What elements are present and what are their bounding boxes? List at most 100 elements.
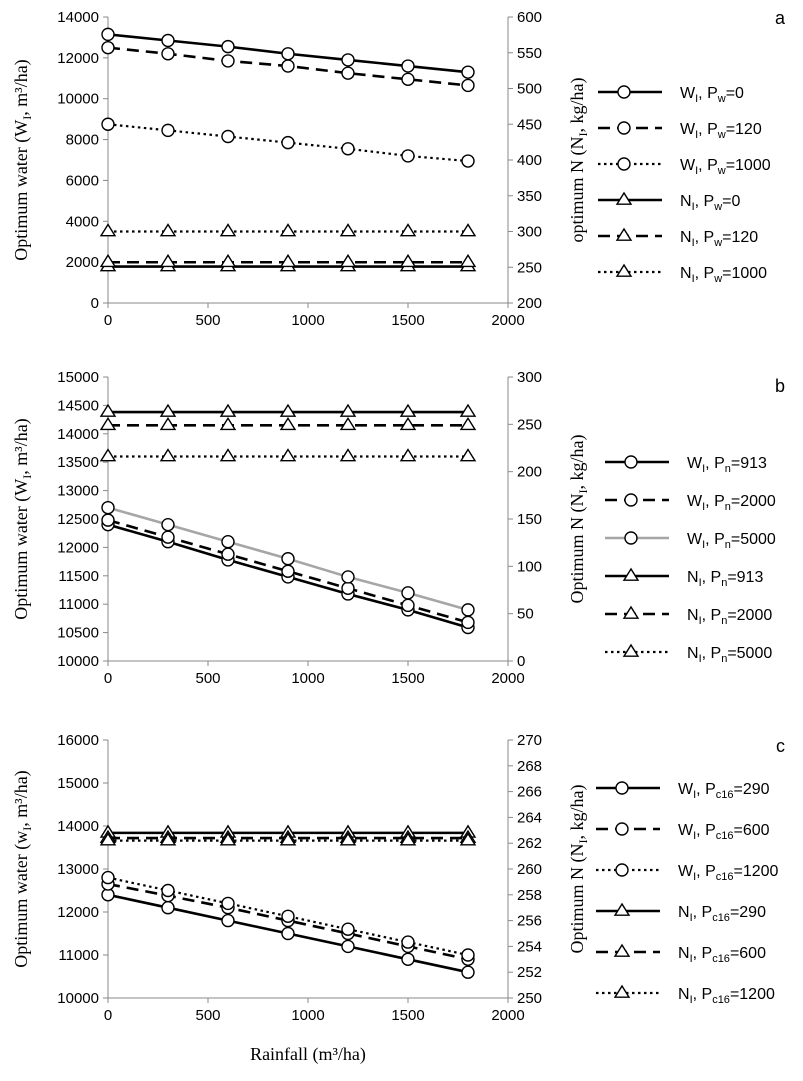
y2-tick-label: 400 — [517, 152, 542, 169]
y2-tick-label: 0 — [517, 653, 525, 670]
series-N-1200 — [99, 832, 477, 846]
label-part: I — [695, 93, 698, 105]
data-point — [219, 832, 237, 846]
data-point — [161, 901, 175, 915]
label-part: N — [680, 193, 692, 210]
data-point — [221, 54, 235, 68]
legend-entry: WI, Pc16=600 — [596, 822, 770, 842]
data-point — [219, 416, 237, 431]
y2-tick-label: 254 — [517, 938, 542, 955]
y-tick-label: 10000 — [57, 91, 99, 108]
data-point — [341, 53, 355, 67]
label-part: = — [726, 121, 735, 138]
data-point — [399, 448, 417, 462]
label-part: w — [717, 165, 726, 177]
x-tick-label: 1500 — [391, 1007, 424, 1024]
legend-entry: WI, Pn=913 — [605, 455, 767, 475]
label-part: W — [680, 157, 696, 174]
y-tick-label: 14000 — [57, 426, 99, 443]
legend-swatch-marker — [622, 643, 640, 657]
axis-title: Optimum N (NI, kg/ha) — [567, 435, 590, 604]
label-part: , P — [693, 945, 713, 962]
data-point — [221, 913, 235, 928]
label-part: Optimum water ( — [11, 137, 32, 261]
series-N-120 — [99, 253, 477, 268]
data-point — [341, 939, 355, 954]
data-point — [401, 952, 415, 966]
data-point — [281, 564, 295, 578]
data-point — [341, 142, 355, 156]
y-tick-label: 13000 — [57, 861, 99, 878]
legend-entry: NI, Pc16=290 — [596, 902, 766, 924]
y-tick-label: 14000 — [57, 9, 99, 26]
axis-title: Optimum N (NI, kg/ha) — [567, 785, 590, 954]
data-point — [219, 223, 237, 237]
y2-tick-label: 300 — [517, 369, 542, 386]
label-part: W — [678, 863, 694, 880]
label-part: , P — [696, 822, 716, 839]
label-part: N — [687, 569, 699, 586]
label-part: 5000 — [737, 645, 773, 662]
y2-tick-label: 268 — [517, 758, 542, 775]
label-part: , P — [696, 863, 716, 880]
label-part: = — [722, 229, 731, 246]
label-part: , P — [705, 531, 725, 548]
label-part: w — [713, 201, 722, 213]
data-point — [279, 403, 297, 417]
data-point — [101, 513, 115, 527]
x-tick-label: 2000 — [491, 670, 524, 687]
data-point — [99, 448, 117, 462]
label-part: Optimum water ( — [11, 496, 32, 620]
x-tick-label: 0 — [104, 1007, 112, 1024]
data-point — [279, 416, 297, 431]
data-point — [459, 403, 477, 417]
label-part: = — [727, 569, 736, 586]
data-point — [161, 883, 175, 898]
legend-swatch-marker — [617, 157, 631, 171]
y2-tick-label: 252 — [517, 964, 542, 981]
data-point — [221, 535, 235, 549]
y2-tick-label: 200 — [517, 464, 542, 481]
x-tick-label: 0 — [104, 670, 112, 687]
label-part: N — [678, 986, 690, 1003]
legend-label: WI, Pc16=290 — [678, 781, 770, 801]
data-point — [221, 129, 235, 144]
legend-swatch-marker — [615, 227, 633, 241]
x-tick-label: 0 — [104, 312, 112, 329]
label-part: N — [678, 945, 690, 962]
label-part: , P — [693, 904, 713, 921]
legend-entry: NI, Pn=5000 — [605, 643, 773, 665]
label-part: Optimum N ( — [567, 856, 588, 953]
label-part: W — [680, 85, 696, 102]
data-point — [399, 253, 417, 268]
legend-swatch-marker — [622, 567, 640, 581]
label-part: = — [730, 945, 739, 962]
label-part: , P — [698, 157, 718, 174]
y-tick-label: 4000 — [66, 213, 99, 230]
label-part: I — [20, 475, 34, 479]
legend-label: WI, Pc16=1200 — [678, 863, 779, 883]
label-part: , kg/ha) — [567, 435, 588, 490]
data-point — [281, 909, 295, 923]
series-W-5000 — [101, 500, 475, 617]
label-part: 1200 — [743, 863, 779, 880]
y-tick-label: 2000 — [66, 254, 99, 271]
y-tick-label: 15000 — [57, 775, 99, 792]
legend-label: WI, Pn=2000 — [687, 493, 776, 513]
label-part: 1000 — [735, 157, 771, 174]
label-part: I — [576, 132, 590, 136]
data-point — [279, 223, 297, 237]
label-part: , P — [702, 569, 722, 586]
chart-panel-b: 0 500 1000 1500 2000100001050011000115001200… — [11, 369, 785, 687]
label-part: Optimum N ( — [567, 506, 588, 603]
chart-panel-c: 0 500 1000 1500 2000 10000 11000 12000 13000 1400… — [11, 732, 785, 1065]
y2-tick-label: 270 — [517, 732, 542, 749]
y2-tick-label: 500 — [517, 81, 542, 98]
label-part: I — [699, 577, 702, 589]
y2-tick-label: 600 — [517, 9, 542, 26]
label-part: n — [721, 577, 727, 589]
data-point — [399, 832, 417, 846]
data-point — [401, 586, 415, 600]
data-point — [159, 223, 177, 237]
label-part: c16 — [716, 789, 734, 801]
